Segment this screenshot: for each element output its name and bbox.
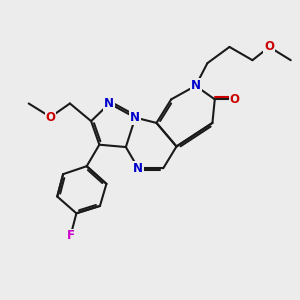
Text: O: O — [230, 93, 240, 106]
Text: F: F — [67, 230, 74, 242]
Text: N: N — [104, 97, 114, 110]
Text: N: N — [190, 79, 201, 92]
Text: N: N — [133, 162, 143, 175]
Text: O: O — [264, 40, 274, 53]
Text: N: N — [130, 111, 140, 124]
Text: O: O — [46, 110, 56, 124]
